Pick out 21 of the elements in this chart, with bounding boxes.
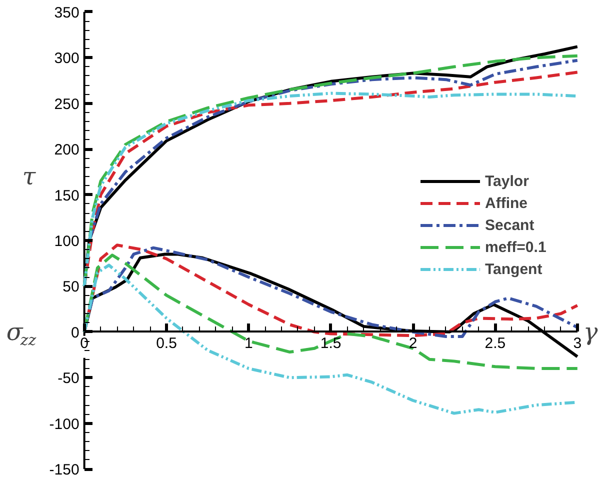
x-tick-label: 1 — [244, 334, 253, 352]
legend-label: Secant — [485, 216, 534, 236]
y-tick-label: -50 — [58, 370, 80, 388]
x-tick-label: 2.5 — [484, 334, 506, 352]
x-tick-label: 3 — [573, 334, 582, 352]
x-axis-title: γ — [583, 318, 598, 346]
y-tick-label: -100 — [49, 416, 80, 433]
y-tick-label: 250 — [54, 96, 80, 113]
legend-label: Tangent — [485, 260, 542, 280]
y-tick-label: 300 — [54, 50, 80, 68]
legend-label: Taylor — [485, 172, 529, 192]
legend-label: meff=0.1 — [485, 238, 546, 258]
y-tick-label: 350 — [54, 4, 80, 22]
y-tick-label: 100 — [54, 233, 80, 250]
x-tick-label: 0.5 — [156, 334, 177, 352]
y-tick-label: 150 — [54, 187, 80, 204]
y-tick-label: 50 — [62, 278, 80, 296]
y-tick-label: -150 — [49, 462, 80, 479]
legend-label: Affine — [485, 194, 528, 214]
y-tick-label: 200 — [54, 142, 80, 159]
y-axis-title: τ — [22, 162, 36, 190]
